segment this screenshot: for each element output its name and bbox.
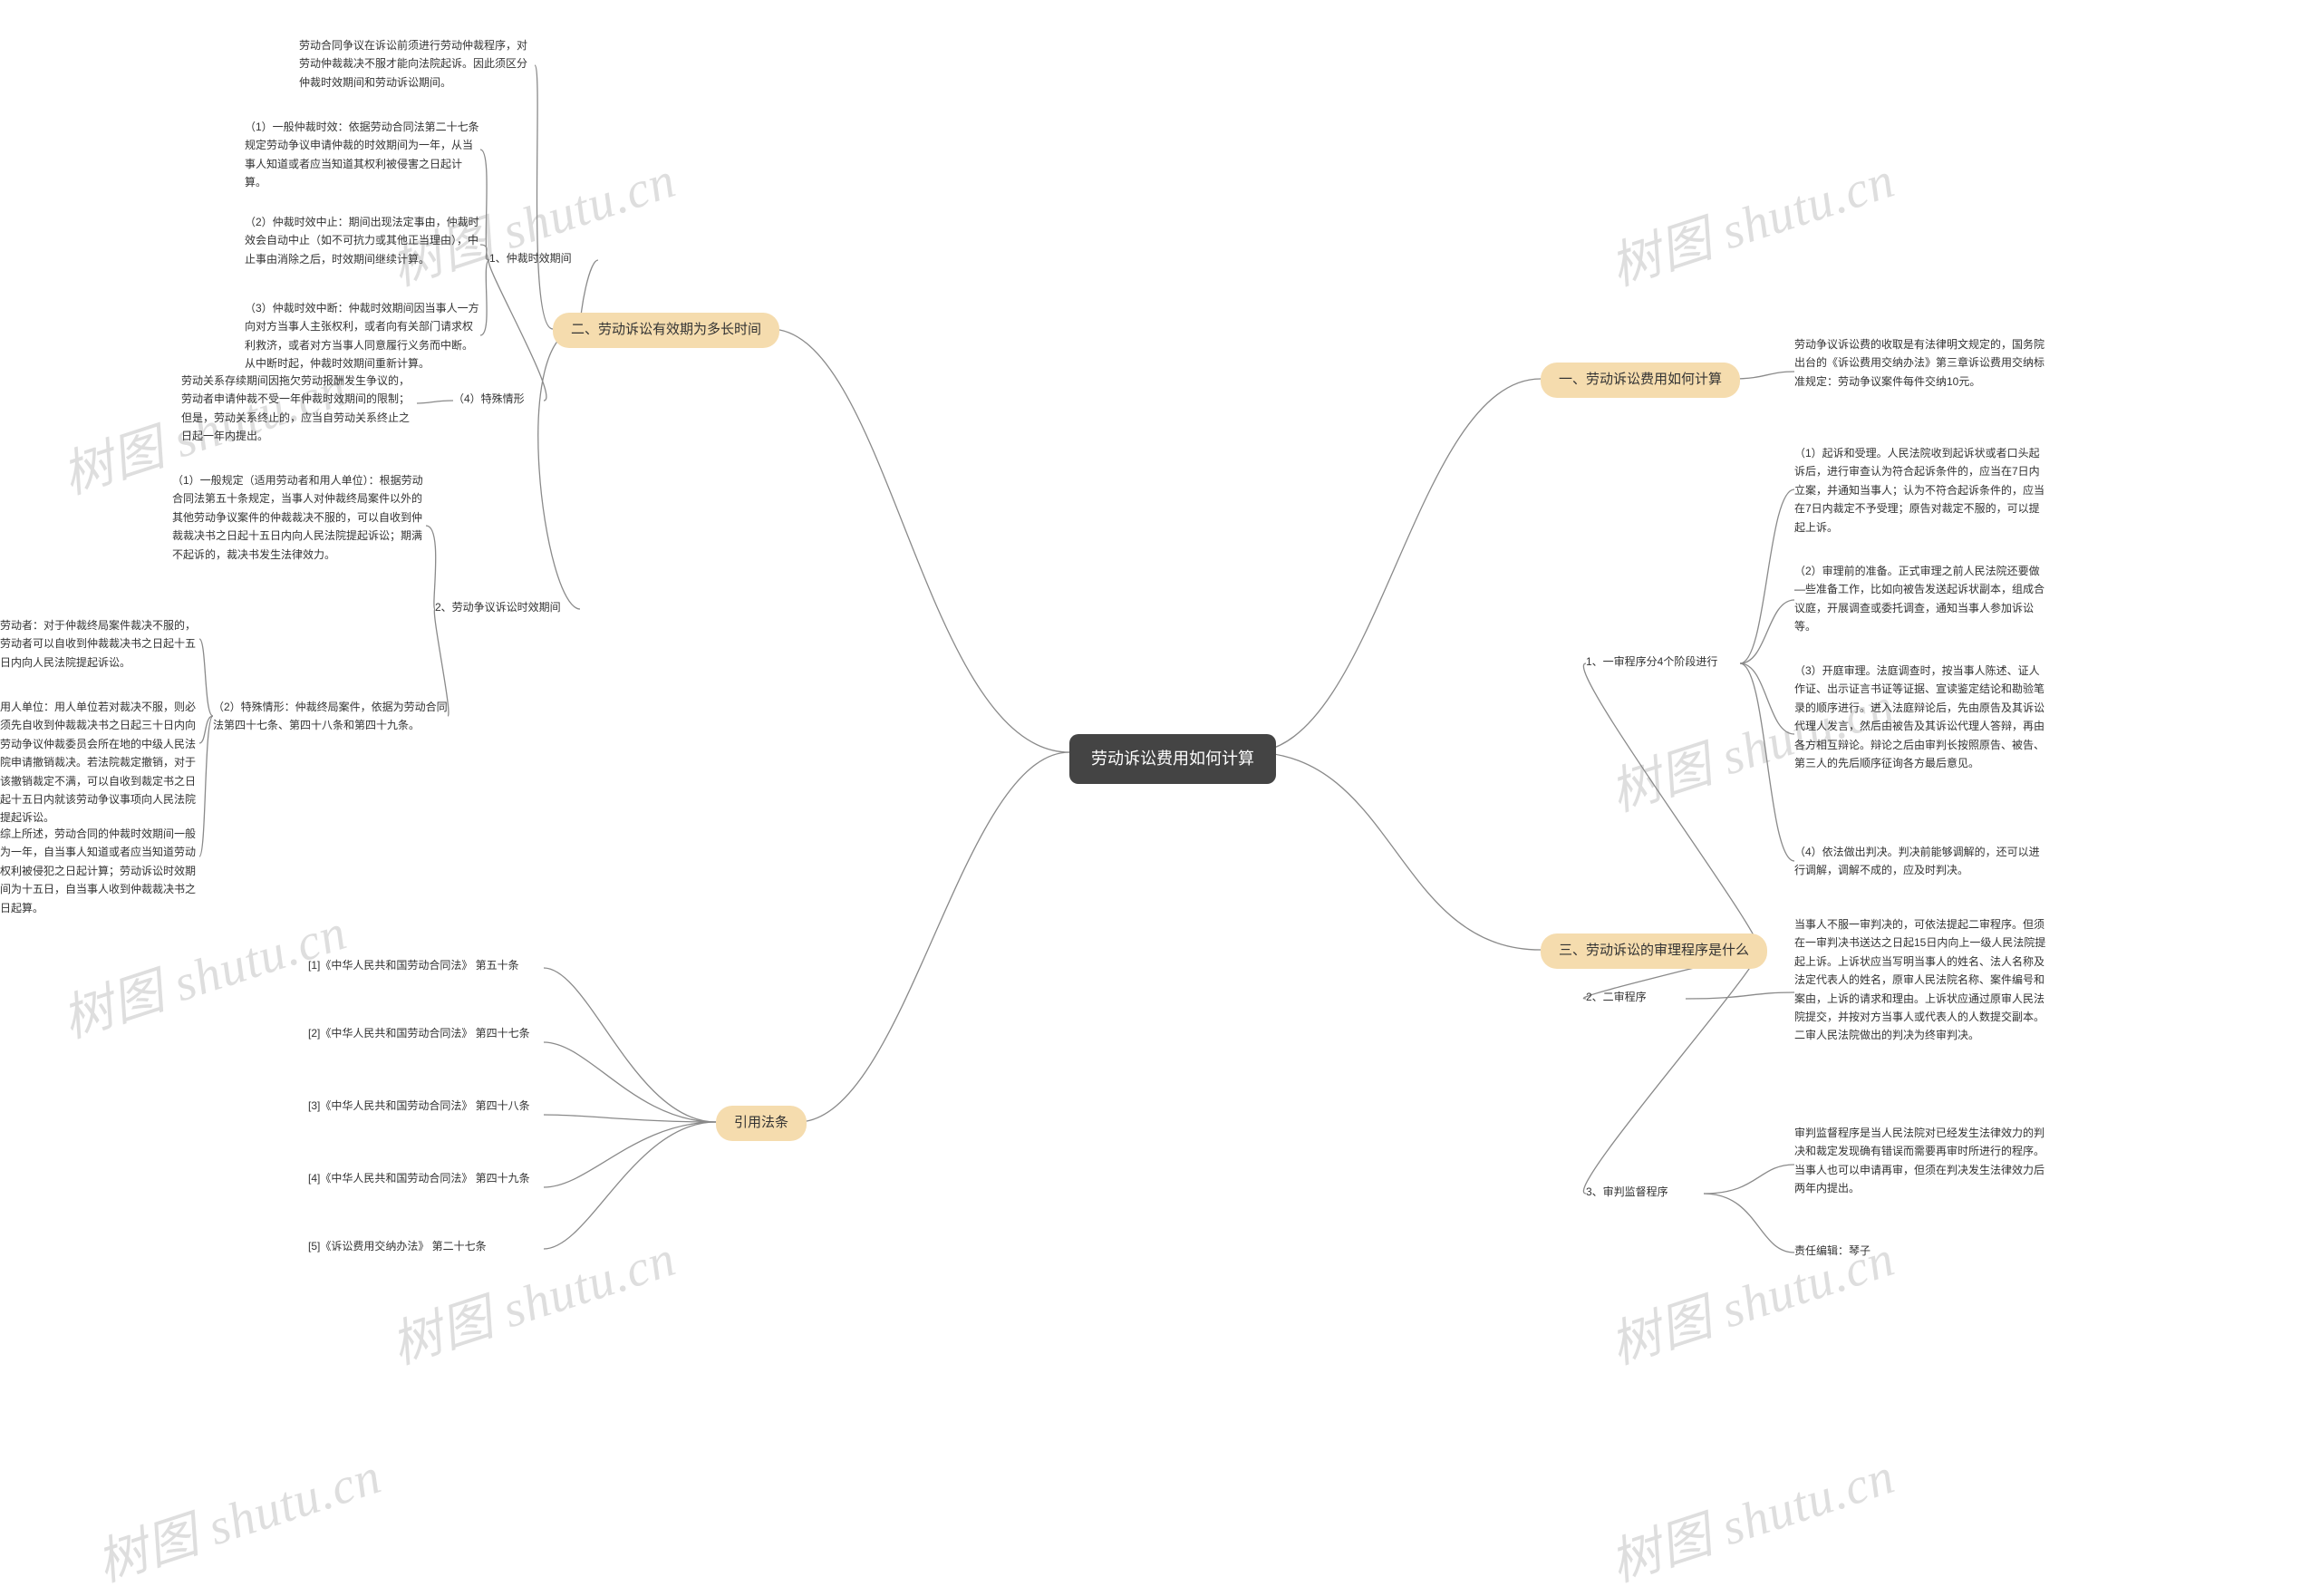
leaf-t3-h2: 2、二审程序 xyxy=(1586,988,1647,1006)
leaf-t4-3: [3]《中华人民共和国劳动合同法》 第四十八条 xyxy=(308,1097,530,1115)
leaf-t2-1d: （4）特殊情形 xyxy=(453,390,525,408)
leaf-t4-4: [4]《中华人民共和国劳动合同法》 第四十九条 xyxy=(308,1169,530,1187)
topic-4: 引用法条 xyxy=(716,1106,807,1141)
leaf-t2-1d-sub: 劳动关系存续期间因拖欠劳动报酬发生争议的，劳动者申请仲裁不受一年仲裁时效期间的限… xyxy=(181,372,417,446)
leaf-t3-1d: （4）依法做出判决。判决前能够调解的，还可以进行调解，调解不成的，应及时判决。 xyxy=(1794,843,2048,880)
leaf-t3-1c: （3）开庭审理。法庭调查时，按当事人陈述、证人作证、出示证言书证等证据、宣读鉴定… xyxy=(1794,662,2048,772)
mindmap-canvas: 树图 shutu.cn树图 shutu.cn树图 shutu.cn树图 shut… xyxy=(0,0,2320,1500)
leaf-t2-1b: （2）仲裁时效中止：期间出现法定事由，仲裁时效会自动中止（如不可抗力或其他正当理… xyxy=(245,213,480,268)
leaf-t3-1b: （2）审理前的准备。正式审理之前人民法院还要做—些准备工作，比如向被告发送起诉状… xyxy=(1794,562,2048,636)
leaf-t2-2a: （1）一般规定（适用劳动者和用人单位）：根据劳动合同法第五十条规定，当事人对仲裁… xyxy=(172,471,426,564)
root-node: 劳动诉讼费用如何计算 xyxy=(1069,734,1276,784)
leaf-t2-h2: 2、劳动争议诉讼时效期间 xyxy=(435,598,561,616)
leaf-t2-2b-1: 劳动者：对于仲裁终局案件裁决不服的，劳动者可以自收到仲裁裁决书之日起十五日内向人… xyxy=(0,616,199,672)
leaf-t4-2: [2]《中华人民共和国劳动合同法》 第四十七条 xyxy=(308,1024,530,1042)
topic-1: 一、劳动诉讼费用如何计算 xyxy=(1541,363,1740,398)
leaf-t2-2b-3: 综上所述，劳动合同的仲裁时效期间一般为一年，自当事人知道或者应当知道劳动权利被侵… xyxy=(0,825,199,917)
leaf-t2-top: 劳动合同争议在诉讼前须进行劳动仲裁程序，对劳动仲裁裁决不服才能向法院起诉。因此须… xyxy=(299,36,535,92)
leaf-t2-2b-2: 用人单位：用人单位若对裁决不服，则必须先自收到仲裁裁决书之日起三十日内向劳动争议… xyxy=(0,698,199,827)
topic-3: 三、劳动诉讼的审理程序是什么 xyxy=(1541,933,1767,969)
topic-2: 二、劳动诉讼有效期为多长时间 xyxy=(553,313,779,348)
leaf-t2-1a: （1）一般仲裁时效：依据劳动合同法第二十七条规定劳动争议申请仲裁的时效期间为一年… xyxy=(245,118,480,192)
leaf-t3-h1: 1、一审程序分4个阶段进行 xyxy=(1586,653,1717,671)
leaf-t2-2b: （2）特殊情形：仲裁终局案件，依据为劳动合同法第四十七条、第四十八条和第四十九条… xyxy=(213,698,449,735)
leaf-t3-3a: 审判监督程序是当人民法院对已经发生法律效力的判决和裁定发现确有错误而需要再审时所… xyxy=(1794,1124,2048,1198)
leaf-t3-1a: （1）起诉和受理。人民法院收到起诉状或者口头起诉后，进行审查认为符合起诉条件的，… xyxy=(1794,444,2048,537)
leaf-t3-h3: 3、审判监督程序 xyxy=(1586,1183,1668,1201)
leaf-t2-h1: 1、仲裁时效期间 xyxy=(489,249,572,267)
leaf-t4-1: [1]《中华人民共和国劳动合同法》 第五十条 xyxy=(308,956,519,974)
leaf-t3-3b: 责任编辑：琴子 xyxy=(1794,1242,1870,1260)
leaf-t2-1c: （3）仲裁时效中断：仲裁时效期间因当事人一方向对方当事人主张权利，或者向有关部门… xyxy=(245,299,480,373)
leaf-t1-1: 劳动争议诉讼费的收取是有法律明文规定的，国务院出台的《诉讼费用交纳办法》第三章诉… xyxy=(1794,335,2048,391)
leaf-t3-2: 当事人不服一审判决的，可依法提起二审程序。但须在一审判决书送达之日起15日内向上… xyxy=(1794,915,2048,1045)
leaf-t4-5: [5]《诉讼费用交纳办法》 第二十七条 xyxy=(308,1237,487,1255)
